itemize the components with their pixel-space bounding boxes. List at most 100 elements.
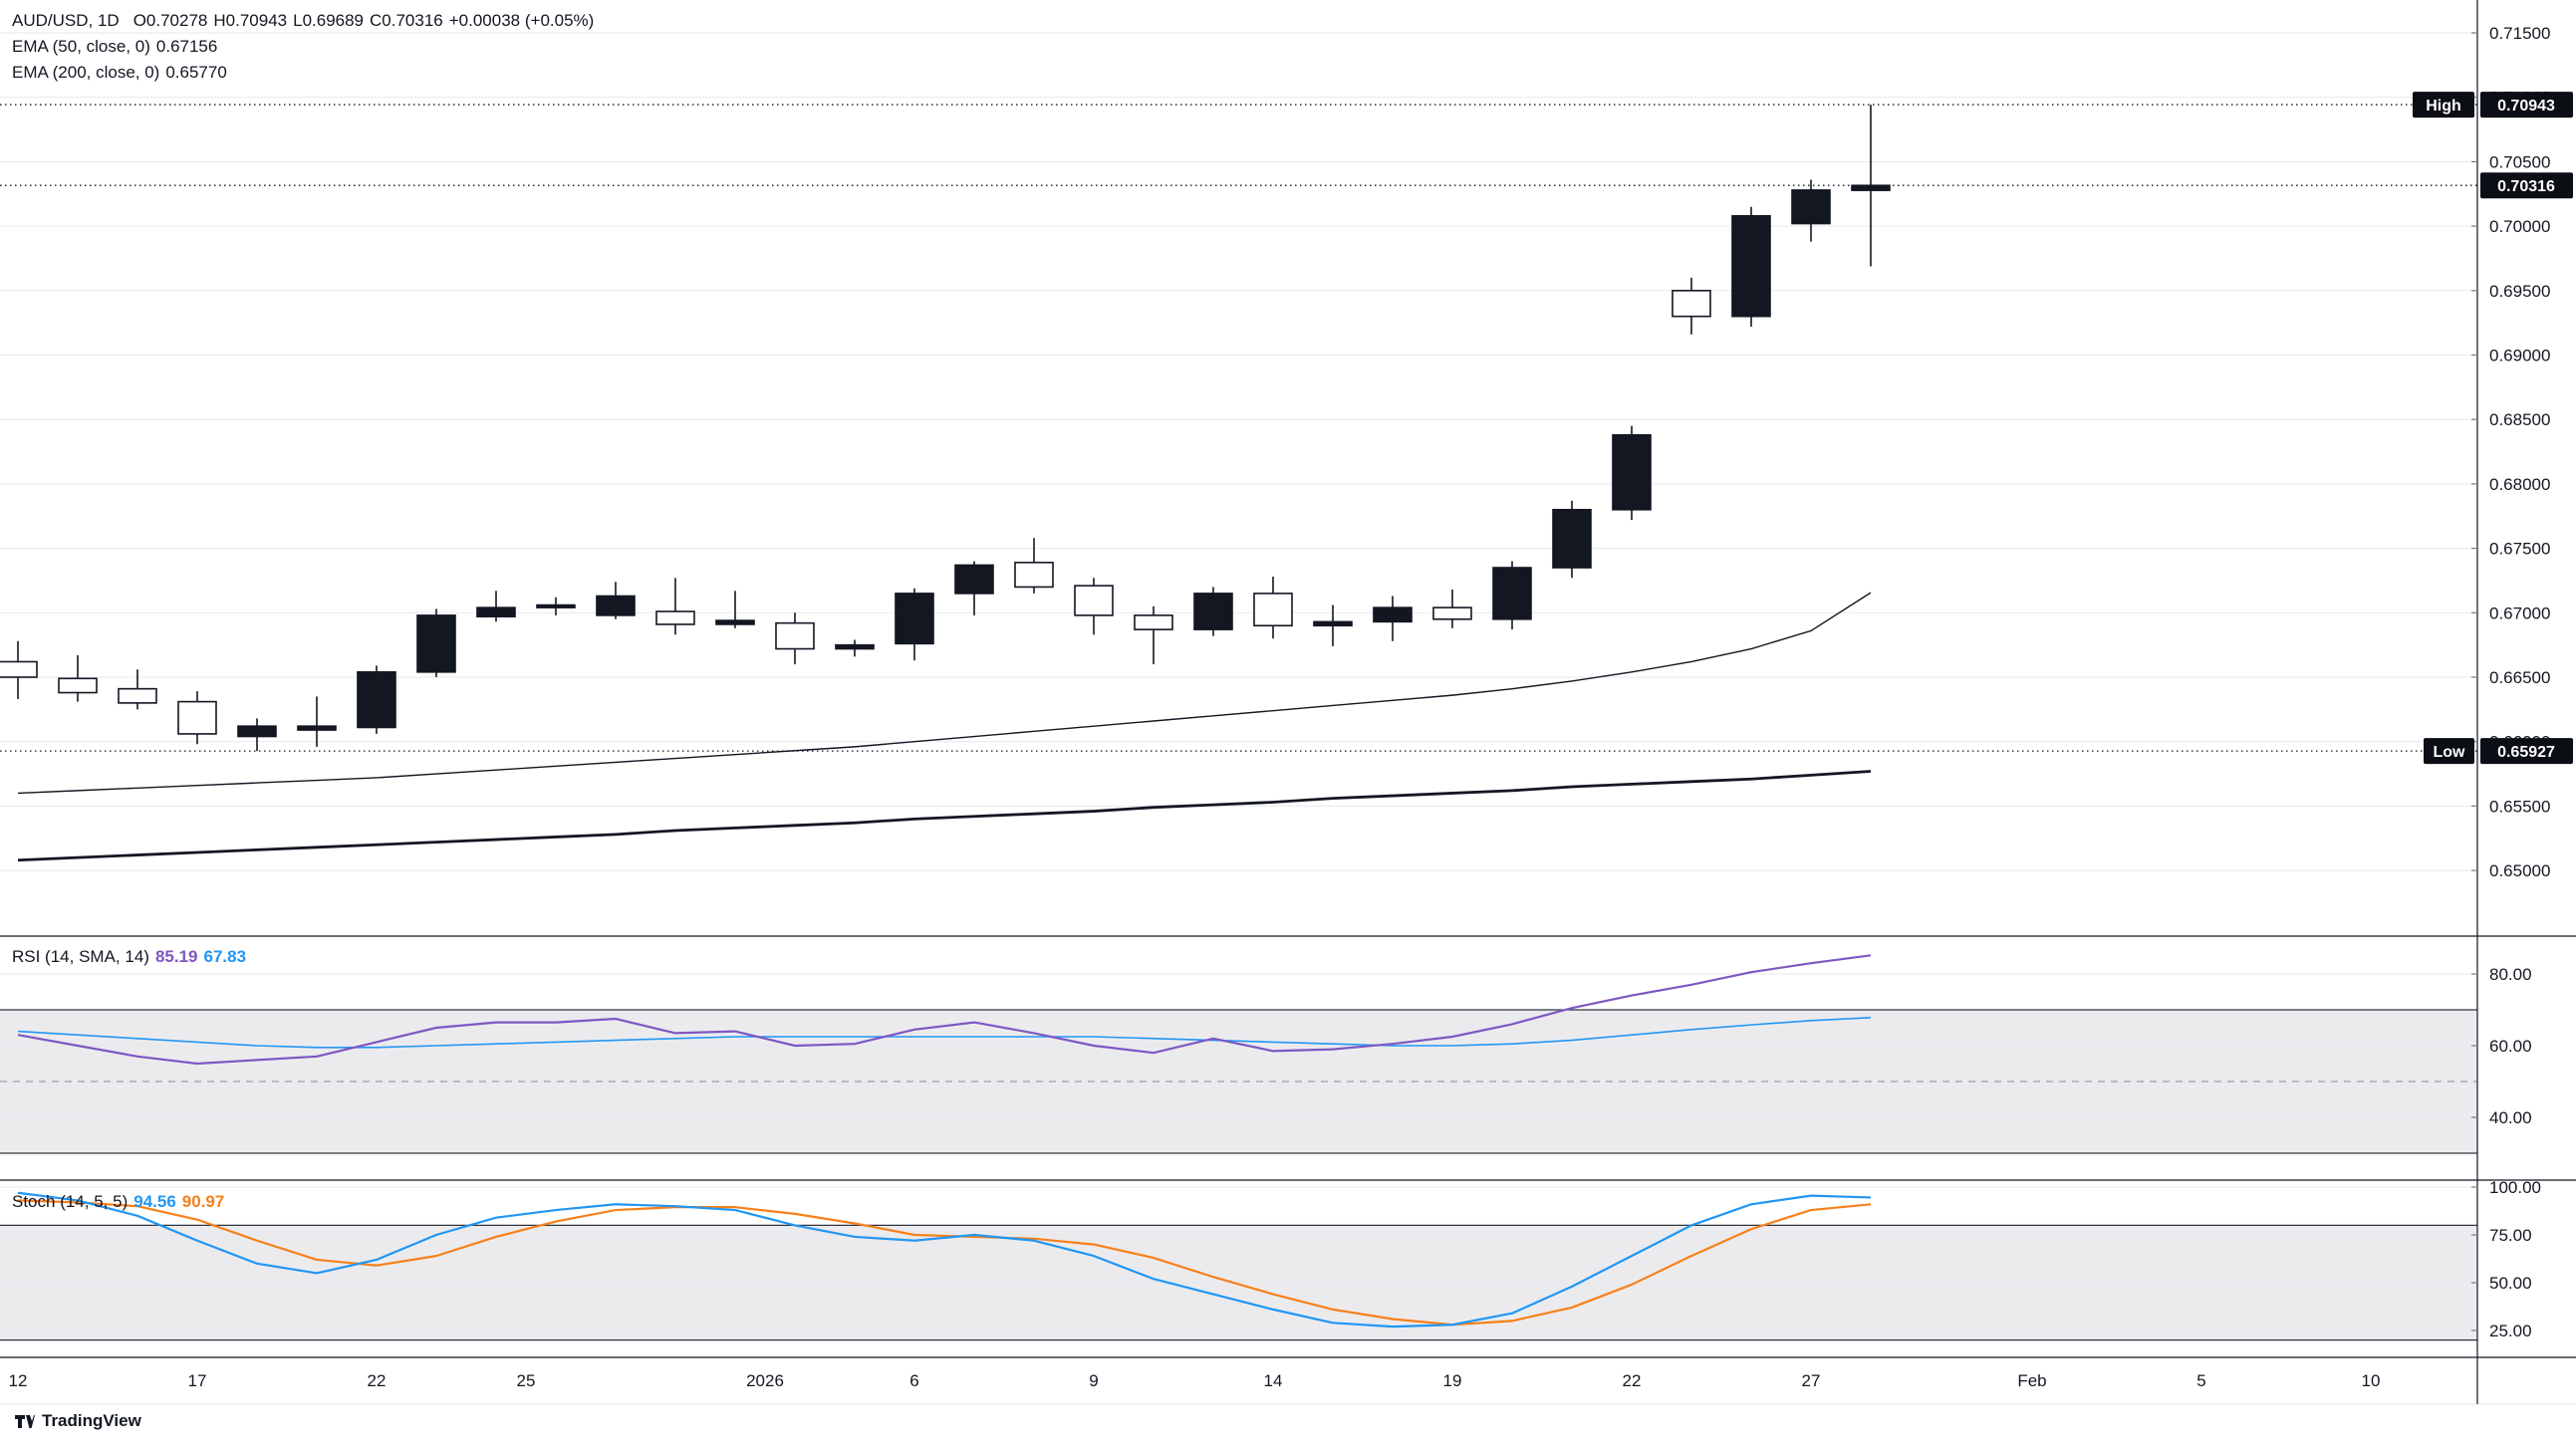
- candle: [715, 591, 755, 628]
- time-tick-label: 22: [368, 1371, 386, 1390]
- rsi-tick-label: 80.00: [2489, 965, 2532, 984]
- time-tick-label: 2026: [746, 1371, 784, 1390]
- time-tick-label: 17: [188, 1371, 207, 1390]
- candle-body: [476, 606, 516, 617]
- ema50-line: [17, 592, 1872, 795]
- candle-body: [1791, 189, 1831, 225]
- stoch-label[interactable]: Stoch (14, 5, 5): [12, 1192, 129, 1211]
- high-price-badge: [2480, 92, 2573, 119]
- tradingview-logo-text: TradingView: [42, 1411, 141, 1430]
- candle-body: [655, 610, 695, 625]
- candle-body: [297, 725, 337, 731]
- candle-body: [954, 564, 994, 595]
- rsi-tick-label: 40.00: [2489, 1108, 2532, 1127]
- rsi-sma-value: 67.83: [203, 947, 247, 966]
- candle: [476, 591, 516, 622]
- candle: [954, 561, 994, 615]
- time-tick-label: 22: [1623, 1371, 1642, 1390]
- stoch-tick-label: 50.00: [2489, 1274, 2532, 1293]
- rsi-axis[interactable]: 80.00 60.00 40.00: [2471, 965, 2532, 1127]
- candle: [536, 597, 576, 615]
- stoch-legend[interactable]: Stoch (14, 5, 5) 94.56 90.97: [12, 1189, 230, 1215]
- candle: [0, 640, 38, 699]
- change-value: +0.00038 (+0.05%): [448, 11, 595, 30]
- candle-body: [1253, 593, 1293, 627]
- candle-body: [715, 619, 755, 625]
- candle-body: [1731, 214, 1771, 318]
- rsi-legend[interactable]: RSI (14, SMA, 14) 85.19 67.83: [12, 944, 252, 970]
- candle: [357, 665, 396, 734]
- symbol-title[interactable]: AUD/USD, 1D: [12, 11, 120, 30]
- time-tick-label: 25: [517, 1371, 536, 1390]
- rsi-label[interactable]: RSI (14, SMA, 14): [12, 947, 149, 966]
- rsi-sma-line: [17, 1017, 1872, 1049]
- price-tick-label: 0.65000: [2489, 861, 2550, 880]
- time-axis[interactable]: 12 17 22 25 2026 6 9 14 19 22 27 Feb 5 10: [9, 1371, 2381, 1390]
- candle: [1253, 577, 1293, 639]
- candle: [1672, 277, 1711, 335]
- candle: [1851, 105, 1891, 267]
- symbol-ohlc-row[interactable]: AUD/USD, 1D O0.70278 H0.70943 L0.69689 C0.70…: [12, 8, 600, 34]
- stoch-tick-label: 100.00: [2489, 1178, 2541, 1197]
- stoch-pane-background: [0, 1186, 2477, 1341]
- candle-body: [1612, 433, 1652, 511]
- price-tick-label: 0.67000: [2489, 603, 2550, 622]
- ema200-legend-row[interactable]: EMA (200, close, 0) 0.65770: [12, 60, 600, 86]
- rsi-band: [0, 1010, 2477, 1153]
- stoch-k-value: 94.56: [133, 1192, 176, 1211]
- ema200-value: 0.65770: [165, 63, 227, 82]
- candle: [1313, 604, 1353, 646]
- high-value: H0.70943: [213, 11, 288, 30]
- candle-body: [237, 725, 277, 738]
- last-price-badge: [2480, 172, 2573, 199]
- candle: [416, 608, 456, 677]
- candle-body: [1672, 289, 1711, 318]
- stoch-k-line: [17, 1191, 1872, 1328]
- time-tick-label: 19: [1443, 1371, 1462, 1390]
- time-tick-label: 27: [1802, 1371, 1821, 1390]
- candle-body: [1492, 567, 1532, 620]
- candle: [297, 696, 337, 747]
- candle-body: [1313, 620, 1353, 627]
- candle: [775, 612, 815, 665]
- price-tick-label: 0.71500: [2489, 24, 2550, 43]
- symbol-legend[interactable]: AUD/USD, 1D O0.70278 H0.70943 L0.69689 C0.70…: [12, 8, 600, 86]
- price-tick-label: 0.70000: [2489, 217, 2550, 236]
- candle: [1193, 587, 1233, 636]
- price-gridlines: [0, 32, 2477, 871]
- time-tick-label: 14: [1264, 1371, 1283, 1390]
- price-tick-label: 0.66500: [2489, 668, 2550, 687]
- ema50-label[interactable]: EMA (50, close, 0): [12, 37, 150, 56]
- candle-body: [416, 614, 456, 673]
- candle-body: [1373, 606, 1413, 623]
- tradingview-logo[interactable]: TradingView: [14, 1410, 141, 1432]
- candle-body: [357, 671, 396, 729]
- time-tick-label: 9: [1089, 1371, 1098, 1390]
- price-tick-label: 0.68500: [2489, 410, 2550, 429]
- candle-body: [0, 660, 38, 678]
- candle: [1373, 596, 1413, 641]
- open-value: O0.70278: [132, 11, 208, 30]
- stoch-axis[interactable]: 100.00 75.00 50.00 25.00: [2471, 1178, 2541, 1340]
- rsi-value: 85.19: [154, 947, 198, 966]
- candle: [1731, 206, 1771, 328]
- candle: [1552, 500, 1592, 579]
- stoch-tick-label: 75.00: [2489, 1226, 2532, 1245]
- ema50-legend-row[interactable]: EMA (50, close, 0) 0.67156: [12, 34, 600, 60]
- price-tick-label: 0.65500: [2489, 797, 2550, 816]
- ema200-label[interactable]: EMA (200, close, 0): [12, 63, 160, 82]
- candle-body: [835, 643, 875, 650]
- candle: [596, 582, 636, 619]
- candle: [895, 588, 934, 661]
- time-tick-label: 6: [909, 1371, 918, 1390]
- candle: [655, 578, 695, 635]
- price-tick-label: 0.68000: [2489, 475, 2550, 494]
- price-tick-label: 0.69000: [2489, 347, 2550, 365]
- candle-body: [775, 621, 815, 650]
- candle-body: [1193, 593, 1233, 630]
- candle-body: [1014, 562, 1054, 589]
- candle-body: [596, 595, 636, 616]
- low-label-badge: [2424, 738, 2474, 765]
